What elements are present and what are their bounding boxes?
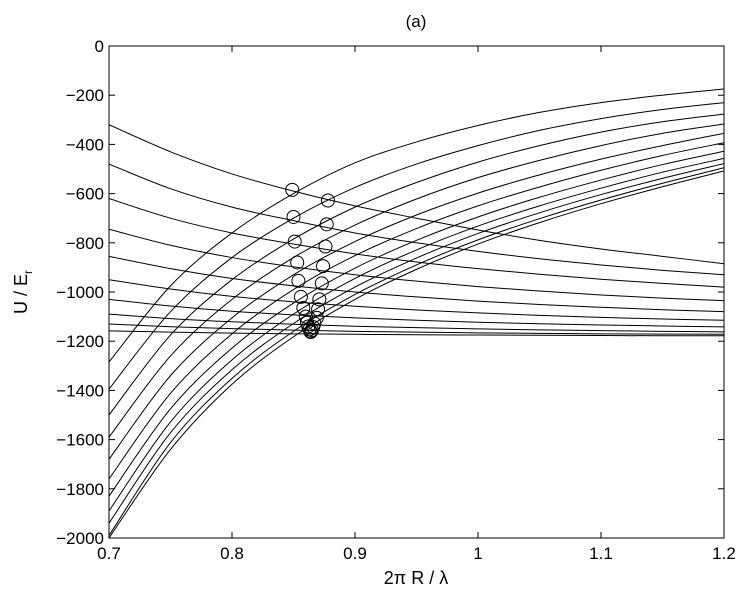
y-tick-label: −1000 [56,283,104,302]
crossing-marker-5 [287,234,302,249]
y-tick-label: −2000 [56,529,104,548]
y-tick-label: −200 [66,86,104,105]
series-line-9 [109,323,724,335]
crossing-marker-11 [293,289,308,304]
series-line-4 [109,228,724,302]
crossing-marker-14 [311,302,326,317]
series-line-20 [109,167,724,536]
y-tick-labels: 0 −200 −400 −600 −800 −1000 −1200 −1400 −1600 −18… [56,37,104,548]
x-tick-label: 0.7 [97,544,121,563]
y-tick-label: −1800 [56,480,104,499]
y-axis-label-subscript: r [21,270,35,274]
chart-title: (a) [406,12,427,31]
series-line-3 [109,198,724,288]
x-axis-label: 2π R / λ [384,568,448,588]
series-line-19 [109,163,724,524]
series-line-6 [109,279,724,321]
series-line-1 [109,124,724,265]
curves-layer [109,88,724,538]
crossing-marker-13 [296,300,311,315]
series-line-17 [109,150,724,497]
x-tick-label: 1.2 [712,544,736,563]
crossing-marker-2 [320,193,335,208]
crossing-marker-1 [285,182,300,197]
x-tick-label: 0.8 [220,544,244,563]
series-line-7 [109,298,724,328]
y-axis-label-main: U / E [11,274,31,314]
crossing-marker-12 [312,292,327,307]
series-line-18 [109,157,724,512]
series-line-16 [109,142,724,480]
crossing-marker-10 [314,276,329,291]
markers-layer [285,182,335,340]
crossing-marker-3 [286,209,301,224]
crossing-marker-9 [291,273,306,288]
series-line-13 [109,113,724,416]
crossing-marker-8 [316,259,331,274]
y-axis-label: U / Er [11,270,35,314]
series-line-2 [109,163,724,276]
x-tick-label: 1 [473,544,482,563]
series-line-14 [109,123,724,438]
y-tick-label: −1600 [56,431,104,450]
y-tick-label: −600 [66,185,104,204]
series-line-8 [109,313,724,333]
x-tick-labels: 0.7 0.8 0.9 1 1.1 1.2 [97,544,736,563]
y-tick-label: 0 [95,37,104,56]
crossing-marker-7 [290,255,305,270]
ticks-layer [108,45,725,539]
crossing-marker-6 [318,239,333,254]
crossing-marker-15 [298,309,313,324]
series-line-21 [109,170,724,538]
series-line-11 [109,88,724,363]
y-tick-label: −400 [66,135,104,154]
y-tick-label: −800 [66,234,104,253]
plot-frame [108,45,725,539]
series-line-5 [109,255,724,313]
x-tick-label: 1.1 [589,544,613,563]
crossing-marker-22 [304,323,319,338]
y-tick-label: −1200 [56,332,104,351]
y-tick-label: −1400 [56,381,104,400]
series-line-15 [109,132,724,460]
series-line-12 [109,102,724,390]
crossing-marker-4 [319,217,334,232]
x-tick-label: 0.9 [343,544,367,563]
crossing-marker-24 [303,325,318,340]
